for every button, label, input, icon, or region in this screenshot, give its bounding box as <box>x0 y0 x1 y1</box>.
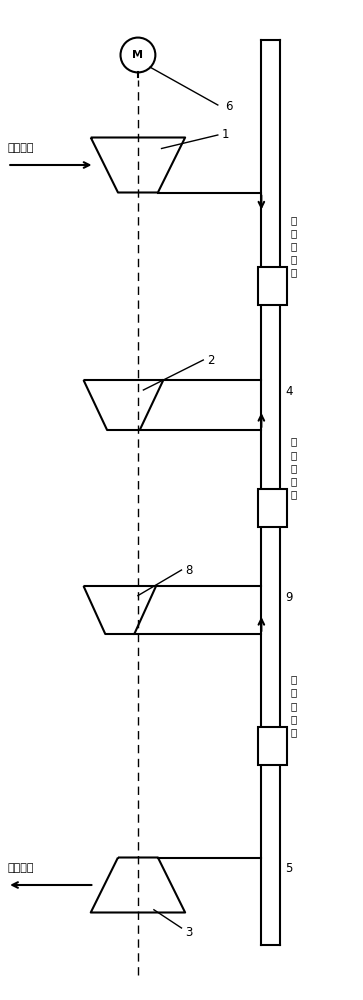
Text: 3: 3 <box>185 926 192 938</box>
Bar <box>258 267 287 305</box>
Text: 6: 6 <box>225 101 233 113</box>
Text: 9: 9 <box>285 591 293 604</box>
Text: 2: 2 <box>207 354 215 366</box>
Text: 中
温
热
介
质: 中 温 热 介 质 <box>290 215 297 278</box>
Text: 4: 4 <box>285 385 293 398</box>
Bar <box>258 489 287 527</box>
Text: 被
加
热
介
质: 被 加 热 介 质 <box>290 674 297 737</box>
Bar <box>258 727 287 765</box>
Text: 5: 5 <box>285 862 292 876</box>
Text: 1: 1 <box>221 128 229 141</box>
Text: 8: 8 <box>185 564 192 576</box>
Text: 中
温
热
介
质: 中 温 热 介 质 <box>290 437 297 499</box>
Text: 冷源介质: 冷源介质 <box>7 143 34 153</box>
Text: M: M <box>132 50 143 60</box>
Text: 冷源介质: 冷源介质 <box>7 863 34 873</box>
